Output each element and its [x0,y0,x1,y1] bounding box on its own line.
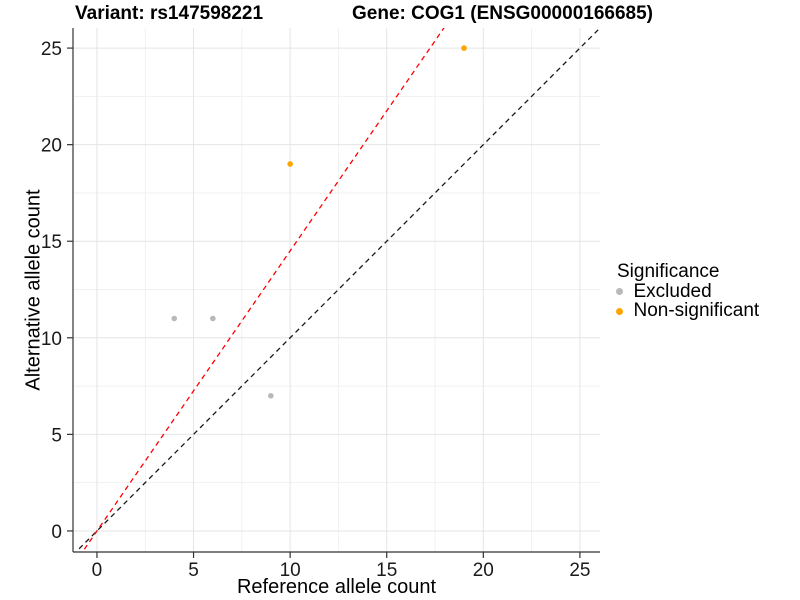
legend-item-excluded: Excluded [612,280,759,302]
legend-label-non-significant: Non-significant [633,300,760,322]
svg-text:5: 5 [51,425,62,446]
svg-text:20: 20 [473,560,494,581]
x-axis-title: Reference allele count [236,576,436,598]
variant-title: Variant: rs147598221 [75,3,264,24]
legend: Significance Excluded Non-significant [612,262,759,321]
svg-text:25: 25 [41,39,62,60]
legend-title: Significance [617,261,720,282]
non-significant-dot-icon [615,307,623,315]
svg-text:15: 15 [376,560,397,581]
svg-text:10: 10 [41,329,62,350]
excluded-dot-icon [615,288,623,296]
svg-text:25: 25 [569,560,590,581]
svg-text:0: 0 [51,522,62,543]
svg-text:10: 10 [280,560,301,581]
svg-text:20: 20 [41,136,62,157]
legend-item-non-significant: Non-significant [612,300,760,322]
svg-text:0: 0 [92,560,103,581]
svg-text:15: 15 [41,232,62,253]
legend-label-excluded: Excluded [633,280,712,302]
gene-title: Gene: COG1 (ENSG00000166685) [352,3,653,24]
svg-text:5: 5 [188,560,199,581]
y-axis-title: Alternative allele count [22,189,45,391]
